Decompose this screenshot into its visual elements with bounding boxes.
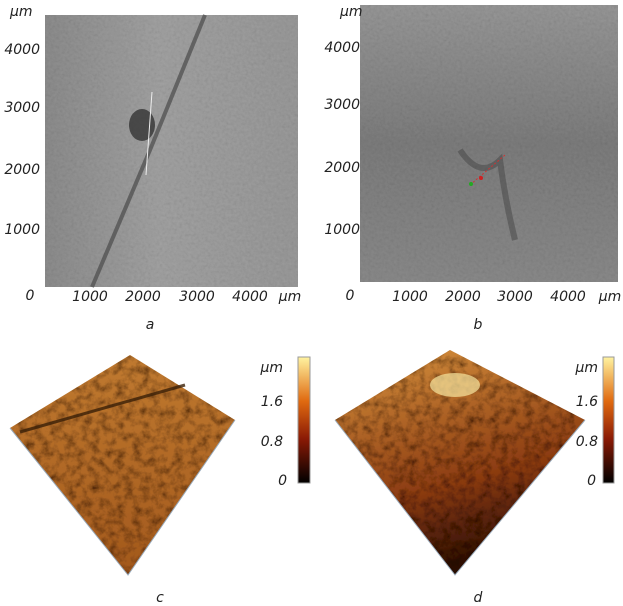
x-tick-label: 3000 [179,289,215,305]
colorbar-tick-label: 1.6 [261,394,283,410]
colorbar-unit: µm [574,360,598,376]
y-tick-label: 2000 [4,162,40,178]
x-tick-label: 2000 [125,289,161,305]
y-tick-label: 4000 [324,40,360,56]
colorbar-tick-label: 0 [278,473,287,489]
panel-d-surface [335,350,614,575]
panel-a-image [45,15,298,287]
origin-label: 0 [346,288,355,304]
caption: a [146,317,155,333]
x-tick-label: 1000 [392,289,428,305]
figure: µm 4000 3000 2000 1000 0 1000 2000 3000 4000 µm a µm… [0,0,623,606]
y-tick-label: 3000 [4,100,40,116]
y-tick-label: 3000 [324,97,360,113]
x-tick-label: 4000 [232,289,268,305]
colorbar-tick-label: 0.8 [261,434,283,450]
caption: b [474,317,483,333]
x-tick-label: 2000 [445,289,481,305]
origin-label: 0 [26,288,35,304]
y-unit: µm [9,4,33,20]
x-tick-label: 1000 [72,289,108,305]
x-unit: µm [278,289,302,305]
x-tick-label: 3000 [497,289,533,305]
x-unit: µm [598,289,622,305]
colorbar-tick-label: 0.8 [576,434,598,450]
y-tick-label: 1000 [4,222,40,238]
y-unit: µm [339,4,363,20]
colorbar-unit: µm [259,360,283,376]
y-tick-label: 1000 [324,222,360,238]
x-tick-label: 4000 [550,289,586,305]
panel-b-image [360,5,618,282]
panel-c-surface [10,355,310,575]
y-tick-label: 2000 [324,160,360,176]
colorbar-tick-label: 1.6 [576,394,598,410]
caption: d [474,590,483,606]
y-tick-label: 4000 [4,42,40,58]
colorbar-tick-label: 0 [587,473,596,489]
caption: c [156,590,164,606]
